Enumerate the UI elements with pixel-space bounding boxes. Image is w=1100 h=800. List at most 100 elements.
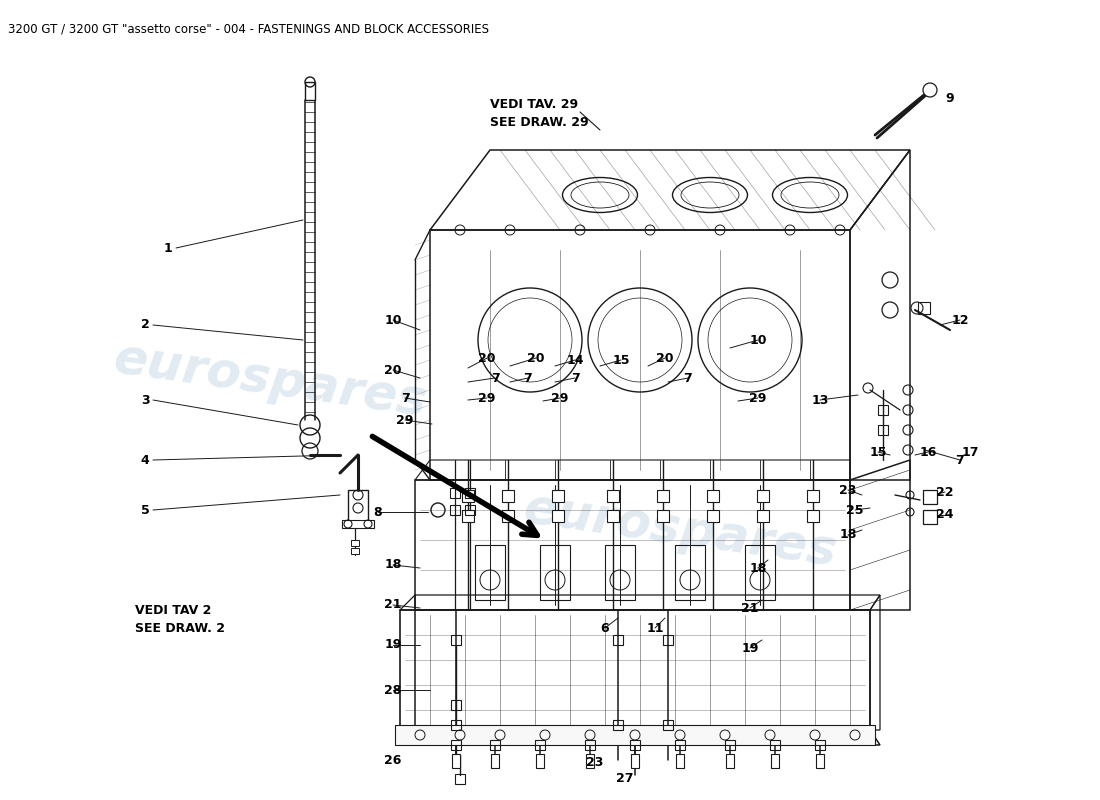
- Text: SEE DRAW. 29: SEE DRAW. 29: [490, 115, 588, 129]
- Bar: [451, 740, 461, 750]
- Text: 20: 20: [527, 351, 544, 365]
- Bar: [605, 545, 635, 600]
- Text: 7: 7: [491, 371, 499, 385]
- Text: eurospares: eurospares: [110, 334, 430, 426]
- Bar: [450, 488, 460, 498]
- Bar: [535, 740, 544, 750]
- Bar: [923, 510, 937, 524]
- Text: 29: 29: [749, 391, 767, 405]
- Bar: [455, 774, 465, 784]
- Bar: [663, 635, 673, 645]
- Bar: [540, 545, 570, 600]
- Bar: [351, 540, 359, 546]
- Bar: [878, 405, 888, 415]
- Circle shape: [923, 83, 937, 97]
- Bar: [676, 754, 684, 768]
- Bar: [465, 505, 475, 515]
- Text: VEDI TAV. 29: VEDI TAV. 29: [490, 98, 579, 111]
- Bar: [475, 545, 505, 600]
- Bar: [502, 510, 514, 522]
- Bar: [918, 302, 930, 314]
- Bar: [613, 720, 623, 730]
- Text: 23: 23: [586, 755, 604, 769]
- Bar: [490, 740, 500, 750]
- Bar: [663, 720, 673, 730]
- Text: 10: 10: [749, 334, 767, 346]
- Text: 26: 26: [384, 754, 402, 766]
- Bar: [675, 740, 685, 750]
- Text: 25: 25: [846, 503, 864, 517]
- Text: 6: 6: [601, 622, 609, 634]
- Bar: [675, 545, 705, 600]
- Text: 21: 21: [741, 602, 759, 614]
- Bar: [923, 490, 937, 504]
- Text: 23: 23: [839, 483, 857, 497]
- Bar: [536, 754, 544, 768]
- Bar: [502, 490, 514, 502]
- Text: 20: 20: [657, 351, 673, 365]
- Text: 5: 5: [141, 503, 150, 517]
- Text: SEE DRAW. 2: SEE DRAW. 2: [135, 622, 226, 634]
- Bar: [613, 635, 623, 645]
- Bar: [491, 754, 499, 768]
- Bar: [757, 490, 769, 502]
- Text: 15: 15: [869, 446, 887, 458]
- Text: 27: 27: [616, 771, 634, 785]
- Bar: [725, 740, 735, 750]
- Text: 18: 18: [749, 562, 767, 574]
- Bar: [586, 754, 594, 768]
- Bar: [451, 635, 461, 645]
- Bar: [630, 740, 640, 750]
- Text: 18: 18: [384, 558, 402, 571]
- Bar: [657, 510, 669, 522]
- Text: 1: 1: [164, 242, 173, 254]
- Bar: [462, 490, 474, 502]
- Bar: [552, 490, 564, 502]
- Text: 15: 15: [613, 354, 629, 366]
- Bar: [451, 720, 461, 730]
- Bar: [757, 510, 769, 522]
- Text: 2: 2: [141, 318, 150, 331]
- Text: 20: 20: [384, 363, 402, 377]
- Bar: [395, 725, 874, 745]
- Text: 7: 7: [524, 371, 532, 385]
- Bar: [452, 754, 460, 768]
- Text: 7: 7: [683, 371, 692, 385]
- Text: 14: 14: [566, 354, 584, 366]
- Bar: [807, 490, 820, 502]
- Bar: [707, 490, 719, 502]
- Text: 17: 17: [961, 446, 979, 458]
- Text: VEDI TAV 2: VEDI TAV 2: [135, 603, 211, 617]
- Bar: [745, 545, 776, 600]
- Text: 8: 8: [374, 506, 383, 518]
- Text: 7: 7: [571, 371, 580, 385]
- Text: 22: 22: [936, 486, 954, 498]
- Text: 13: 13: [812, 394, 828, 406]
- Text: 7: 7: [956, 454, 965, 466]
- Text: 21: 21: [384, 598, 402, 611]
- Bar: [878, 425, 888, 435]
- Text: 7: 7: [400, 391, 409, 405]
- Text: 16: 16: [920, 446, 937, 458]
- Text: 29: 29: [396, 414, 414, 426]
- Bar: [726, 754, 734, 768]
- Bar: [305, 82, 315, 100]
- Bar: [342, 520, 374, 528]
- Text: 19: 19: [741, 642, 759, 654]
- Text: 3200 GT / 3200 GT "assetto corse" - 004 - FASTENINGS AND BLOCK ACCESSORIES: 3200 GT / 3200 GT "assetto corse" - 004 …: [8, 22, 490, 35]
- Bar: [585, 740, 595, 750]
- Bar: [657, 490, 669, 502]
- Text: 19: 19: [384, 638, 402, 651]
- Bar: [607, 490, 619, 502]
- Bar: [770, 740, 780, 750]
- Bar: [465, 488, 475, 498]
- Text: 9: 9: [946, 91, 955, 105]
- Text: 10: 10: [384, 314, 402, 326]
- Text: 29: 29: [551, 391, 569, 405]
- Bar: [450, 505, 460, 515]
- Bar: [631, 754, 639, 768]
- Text: 24: 24: [936, 509, 954, 522]
- Bar: [816, 754, 824, 768]
- Bar: [607, 510, 619, 522]
- Bar: [771, 754, 779, 768]
